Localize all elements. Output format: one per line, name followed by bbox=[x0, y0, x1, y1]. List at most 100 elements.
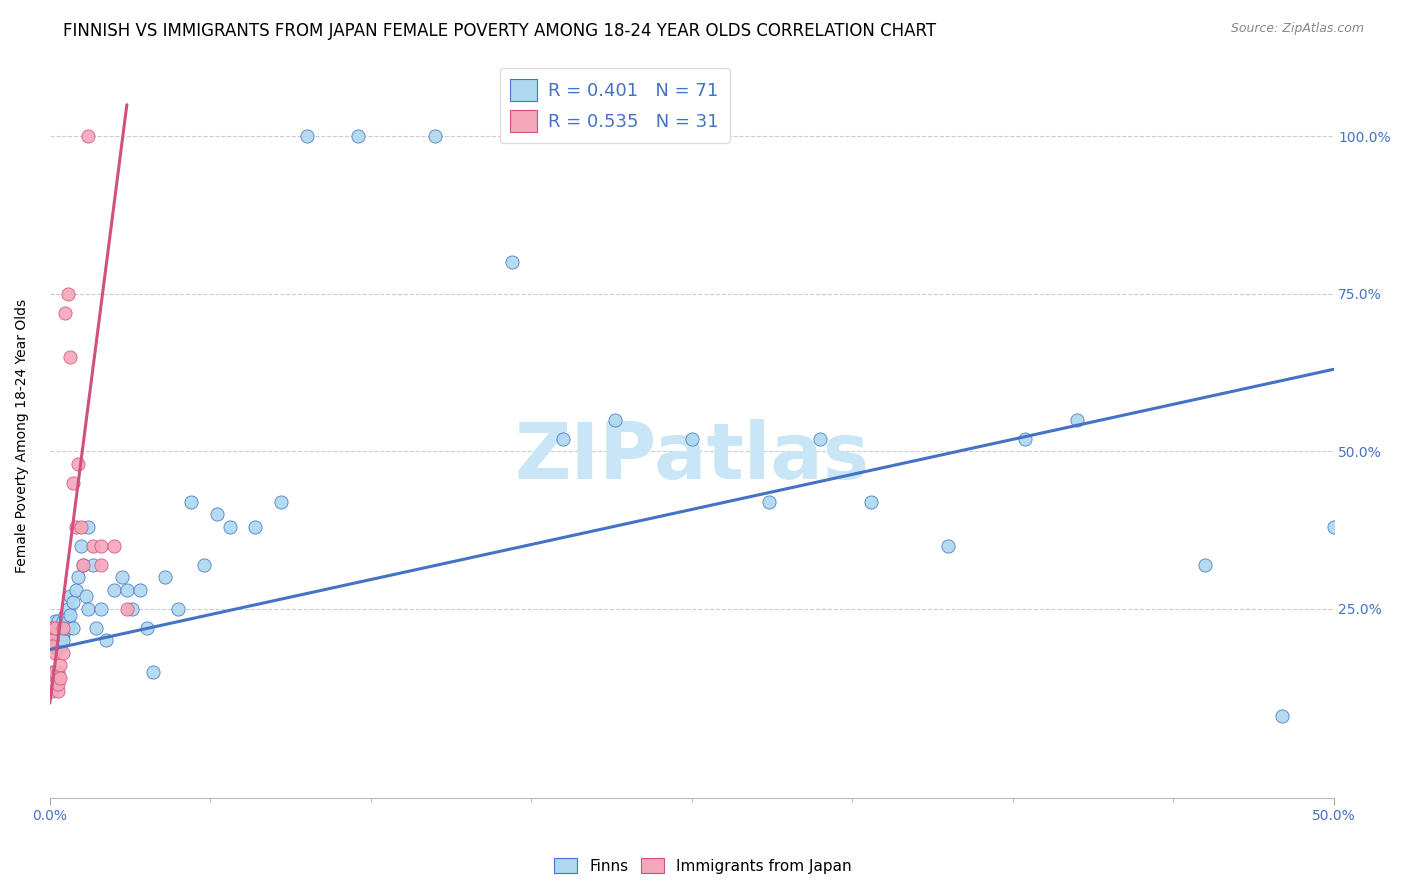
Point bbox=[44, 621, 66, 635]
Point bbox=[1271, 708, 1294, 723]
Point bbox=[423, 129, 446, 144]
Text: FINNISH VS IMMIGRANTS FROM JAPAN FEMALE POVERTY AMONG 18-24 YEAR OLDS CORRELATIO: FINNISH VS IMMIGRANTS FROM JAPAN FEMALE … bbox=[63, 22, 936, 40]
Point bbox=[245, 520, 267, 534]
Point bbox=[938, 539, 960, 553]
Point bbox=[295, 129, 318, 144]
Point bbox=[46, 683, 69, 698]
Point bbox=[56, 601, 79, 615]
Point bbox=[96, 633, 118, 648]
Point bbox=[205, 507, 228, 521]
Point bbox=[77, 129, 100, 144]
Point bbox=[603, 413, 626, 427]
Point bbox=[41, 640, 63, 654]
Point bbox=[808, 432, 831, 446]
Point bbox=[46, 615, 69, 629]
Point bbox=[53, 305, 76, 319]
Point bbox=[1066, 413, 1088, 427]
Point bbox=[41, 621, 63, 635]
Point bbox=[46, 640, 69, 654]
Point bbox=[84, 621, 107, 635]
Point bbox=[41, 665, 63, 679]
Point bbox=[75, 589, 97, 603]
Point bbox=[56, 286, 79, 301]
Point bbox=[44, 665, 66, 679]
Point bbox=[62, 595, 84, 609]
Point bbox=[44, 633, 66, 648]
Point bbox=[111, 570, 134, 584]
Point bbox=[52, 627, 75, 641]
Point bbox=[69, 520, 91, 534]
Point bbox=[90, 558, 112, 572]
Point bbox=[46, 671, 69, 685]
Point bbox=[758, 494, 780, 508]
Legend: Finns, Immigrants from Japan: Finns, Immigrants from Japan bbox=[548, 852, 858, 880]
Y-axis label: Female Poverty Among 18-24 Year Olds: Female Poverty Among 18-24 Year Olds bbox=[15, 299, 30, 573]
Point bbox=[41, 640, 63, 654]
Point bbox=[53, 607, 76, 622]
Point bbox=[72, 558, 94, 572]
Point bbox=[49, 671, 72, 685]
Point bbox=[52, 646, 75, 660]
Point bbox=[218, 520, 240, 534]
Point bbox=[65, 520, 87, 534]
Text: Source: ZipAtlas.com: Source: ZipAtlas.com bbox=[1230, 22, 1364, 36]
Point bbox=[121, 601, 143, 615]
Legend: R = 0.401   N = 71, R = 0.535   N = 31: R = 0.401 N = 71, R = 0.535 N = 31 bbox=[499, 68, 730, 143]
Point bbox=[270, 494, 292, 508]
Point bbox=[1194, 558, 1216, 572]
Point bbox=[67, 457, 90, 471]
Point bbox=[193, 558, 215, 572]
Point bbox=[46, 627, 69, 641]
Point bbox=[56, 615, 79, 629]
Point bbox=[49, 621, 72, 635]
Point bbox=[46, 677, 69, 691]
Point bbox=[44, 621, 66, 635]
Point bbox=[41, 621, 63, 635]
Point bbox=[52, 633, 75, 648]
Point bbox=[115, 601, 138, 615]
Point bbox=[52, 615, 75, 629]
Point bbox=[41, 683, 63, 698]
Point bbox=[1014, 432, 1036, 446]
Point bbox=[46, 633, 69, 648]
Point bbox=[41, 633, 63, 648]
Point bbox=[553, 432, 575, 446]
Point bbox=[49, 640, 72, 654]
Point bbox=[155, 570, 177, 584]
Point bbox=[59, 350, 82, 364]
Point bbox=[44, 677, 66, 691]
Point bbox=[860, 494, 883, 508]
Point bbox=[62, 475, 84, 490]
Point bbox=[52, 621, 75, 635]
Point bbox=[90, 539, 112, 553]
Point bbox=[82, 558, 104, 572]
Point bbox=[49, 633, 72, 648]
Point bbox=[52, 621, 75, 635]
Point bbox=[67, 570, 90, 584]
Point bbox=[1322, 520, 1344, 534]
Point bbox=[82, 539, 104, 553]
Point bbox=[46, 665, 69, 679]
Point bbox=[103, 539, 125, 553]
Point bbox=[90, 601, 112, 615]
Point bbox=[347, 129, 370, 144]
Point bbox=[46, 621, 69, 635]
Point bbox=[77, 520, 100, 534]
Point bbox=[41, 633, 63, 648]
Point bbox=[180, 494, 202, 508]
Point bbox=[59, 589, 82, 603]
Text: ZIPatlas: ZIPatlas bbox=[515, 419, 869, 495]
Point bbox=[59, 607, 82, 622]
Point bbox=[103, 582, 125, 597]
Point bbox=[44, 627, 66, 641]
Point bbox=[53, 621, 76, 635]
Point bbox=[65, 582, 87, 597]
Point bbox=[44, 646, 66, 660]
Point bbox=[49, 658, 72, 673]
Point bbox=[167, 601, 190, 615]
Point bbox=[681, 432, 703, 446]
Point bbox=[62, 621, 84, 635]
Point bbox=[128, 582, 150, 597]
Point bbox=[136, 621, 159, 635]
Point bbox=[56, 621, 79, 635]
